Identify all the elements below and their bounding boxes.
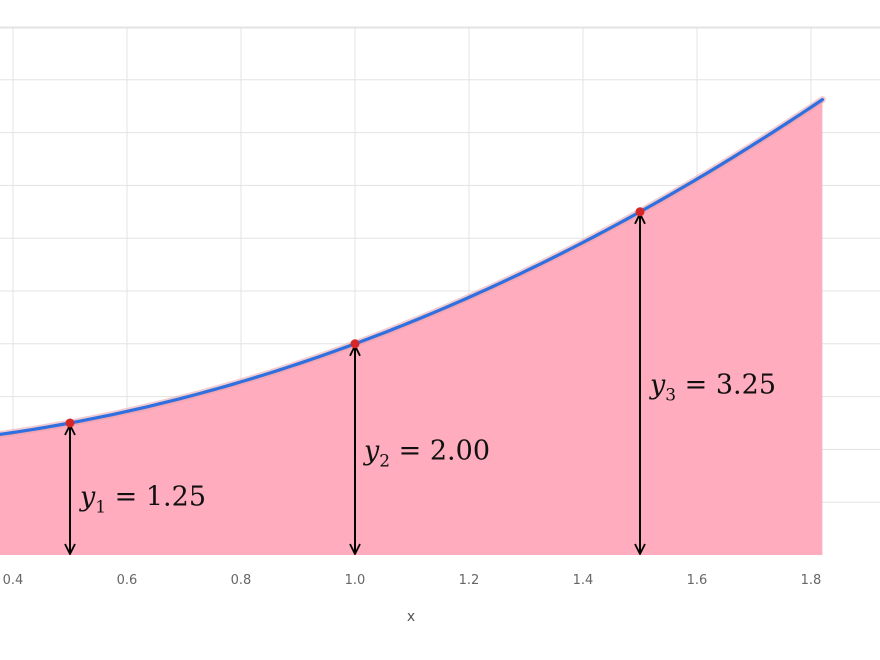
label-y2: y2 = 2.00 bbox=[363, 435, 490, 471]
point-y1 bbox=[65, 418, 75, 428]
x-tick-label: 1.0 bbox=[345, 573, 366, 588]
label-value: = 1.25 bbox=[106, 482, 206, 513]
label-value: = 2.00 bbox=[390, 435, 490, 466]
x-tick-label: 0.8 bbox=[231, 573, 252, 588]
curve-series bbox=[0, 96, 826, 438]
label-sub: 1 bbox=[95, 498, 106, 518]
label-sub: 2 bbox=[379, 451, 390, 471]
x-tick-labels: 0.4 0.6 0.8 1.0 1.2 1.4 1.6 1.8 bbox=[3, 573, 822, 588]
label-y3: y3 = 3.25 bbox=[649, 369, 776, 405]
point-y3 bbox=[635, 207, 645, 217]
area-fill bbox=[0, 99, 823, 555]
value-arrows bbox=[70, 214, 640, 554]
x-tick-label: 0.4 bbox=[3, 573, 24, 588]
label-var: y bbox=[649, 369, 666, 400]
area-fill-region bbox=[0, 99, 823, 555]
label-sub: 3 bbox=[665, 385, 676, 405]
x-tick-label: 1.4 bbox=[573, 573, 594, 588]
x-tick-label: 1.6 bbox=[687, 573, 708, 588]
label-y1: y1 = 1.25 bbox=[79, 482, 206, 518]
x-tick-label: 1.2 bbox=[459, 573, 480, 588]
label-value: = 3.25 bbox=[676, 369, 776, 400]
point-y2 bbox=[350, 339, 360, 349]
x-tick-label: 1.8 bbox=[801, 573, 822, 588]
curve-line bbox=[0, 98, 824, 436]
label-var: y bbox=[363, 435, 380, 466]
data-points bbox=[65, 207, 645, 428]
label-var: y bbox=[79, 482, 96, 513]
x-tick-label: 0.6 bbox=[117, 573, 138, 588]
x-axis-title: x bbox=[407, 609, 415, 625]
